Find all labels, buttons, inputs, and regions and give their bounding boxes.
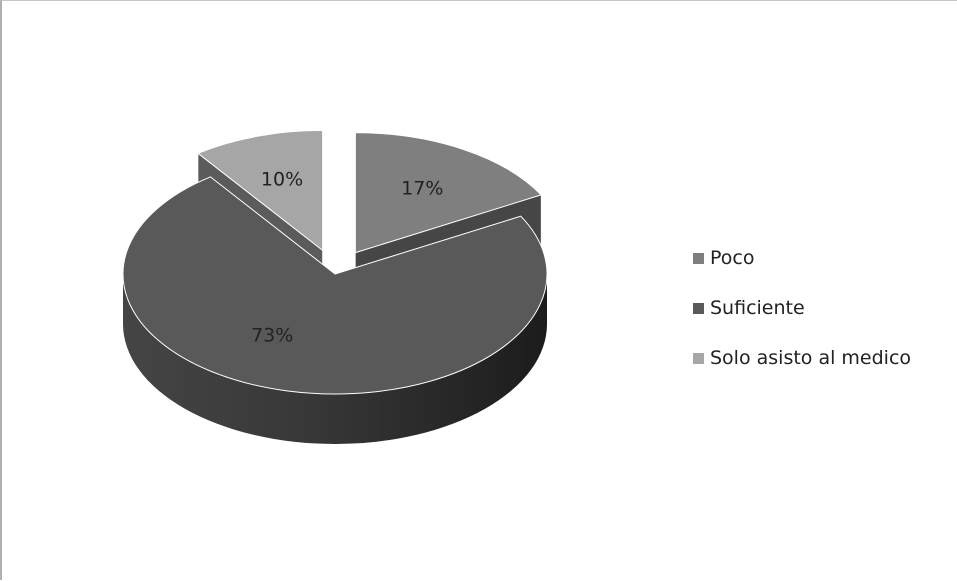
pie-rim-suficiente-0 bbox=[123, 274, 547, 444]
pie-label-poco: 17% bbox=[401, 178, 443, 200]
legend-swatch-solo-asisto bbox=[693, 352, 704, 364]
legend-item-solo-asisto: Solo asisto al medico bbox=[693, 333, 911, 383]
pie-slice-suficiente bbox=[122, 176, 548, 395]
pie-slice-solo-asisto bbox=[197, 129, 324, 252]
legend-label-poco: Poco bbox=[710, 247, 755, 269]
pie-label-suficiente: 73% bbox=[251, 324, 293, 346]
legend-item-poco: Poco bbox=[693, 233, 911, 283]
legend-swatch-poco bbox=[693, 252, 704, 264]
pie-label-solo-asisto: 10% bbox=[261, 169, 303, 191]
legend-label-solo-asisto: Solo asisto al medico bbox=[710, 347, 912, 369]
chart-legend: Poco Suficiente Solo asisto al medico bbox=[693, 233, 911, 383]
legend-item-suficiente: Suficiente bbox=[693, 283, 911, 333]
legend-label-suficiente: Suficiente bbox=[710, 297, 805, 319]
pie-slice-poco bbox=[354, 132, 543, 254]
legend-swatch-suficiente bbox=[693, 302, 704, 314]
